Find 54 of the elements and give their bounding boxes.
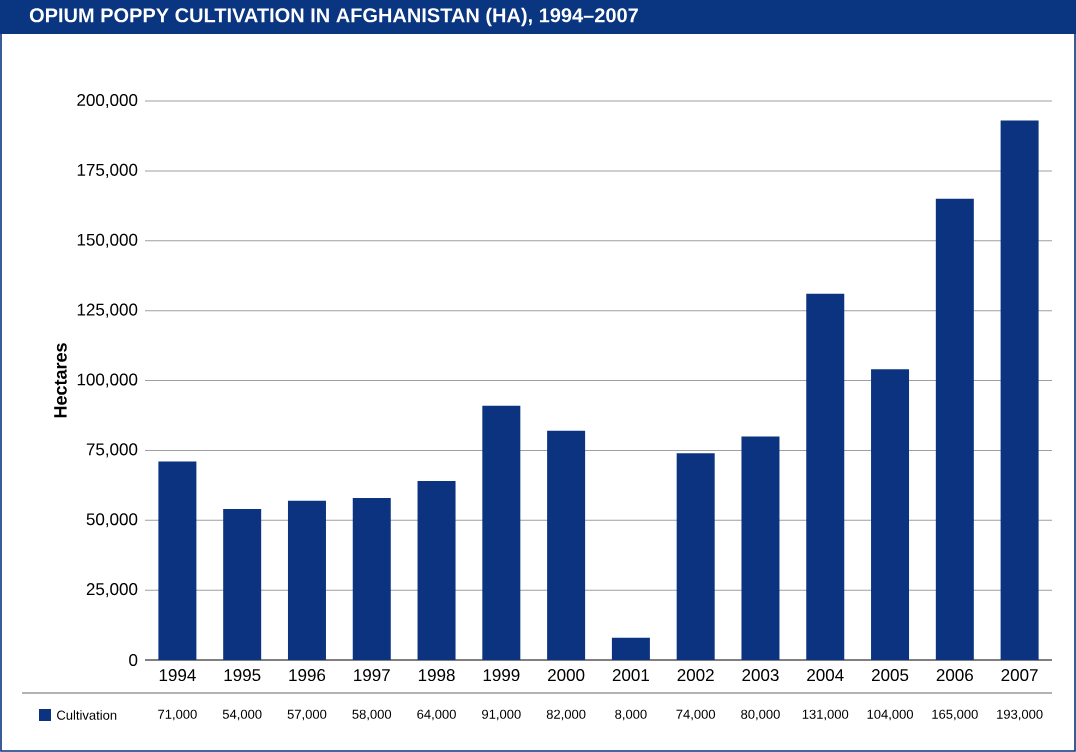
- data-label: 91,000: [482, 709, 521, 721]
- data-label: 131,000: [802, 709, 849, 721]
- bar: [482, 405, 521, 660]
- x-tick-label: 1996: [289, 669, 326, 682]
- x-tick-label: 1999: [483, 669, 520, 682]
- y-axis-title: Hectares: [54, 343, 67, 418]
- data-label: 57,000: [287, 709, 327, 721]
- data-label: 80,000: [741, 709, 780, 721]
- data-label: 165,000: [932, 709, 978, 721]
- data-label: 104,000: [867, 709, 914, 721]
- bar: [741, 436, 780, 660]
- x-tick-label: 2004: [807, 669, 844, 682]
- x-tick-label: 1995: [224, 669, 261, 682]
- bar: [806, 293, 845, 660]
- bar: [1000, 120, 1039, 660]
- data-label: 82,000: [546, 709, 586, 721]
- legend-label: Cultivation: [57, 710, 117, 720]
- bar: [158, 461, 197, 660]
- data-label: 8,000: [615, 709, 647, 721]
- x-tick-label: 1997: [354, 669, 390, 682]
- x-tick-label: 2001: [612, 669, 649, 682]
- data-label: 71,000: [158, 709, 197, 721]
- bar: [935, 198, 974, 660]
- y-tick-label: 150,000: [77, 233, 138, 248]
- y-tick-label: 125,000: [77, 303, 138, 318]
- x-tick-label: 2005: [871, 669, 909, 682]
- data-label: 193,000: [997, 709, 1043, 721]
- y-tick-label: 100,000: [77, 373, 138, 388]
- bar: [871, 369, 910, 660]
- bar: [611, 637, 650, 660]
- y-tick-label: 50,000: [86, 513, 138, 528]
- chart-title: OPIUM POPPY CULTIVATION IN AFGHANISTAN (HA), 1994–2007: [29, 7, 638, 27]
- y-tick-label: 0: [129, 654, 138, 667]
- bar: [676, 453, 715, 660]
- x-tick-label: 2003: [742, 669, 779, 682]
- x-tick-label: 1998: [418, 669, 455, 682]
- y-tick-label: 75,000: [86, 443, 138, 458]
- y-tick-label: 175,000: [77, 163, 138, 178]
- bar: [547, 430, 586, 660]
- x-tick-label: 2002: [677, 669, 714, 682]
- data-label: 64,000: [417, 709, 456, 721]
- data-label: 54,000: [222, 709, 262, 721]
- bar: [223, 509, 262, 660]
- data-label: 58,000: [352, 709, 392, 721]
- data-label: 74,000: [676, 709, 716, 721]
- bar: [417, 481, 456, 660]
- x-tick-label: 2007: [1001, 669, 1038, 682]
- y-tick-label: 200,000: [77, 94, 138, 109]
- bar: [352, 497, 391, 660]
- x-tick-label: 2000: [548, 669, 585, 682]
- x-tick-label: 1994: [159, 669, 196, 682]
- y-tick-label: 25,000: [86, 583, 138, 598]
- x-tick-label: 2006: [936, 669, 973, 682]
- bar: [287, 500, 326, 660]
